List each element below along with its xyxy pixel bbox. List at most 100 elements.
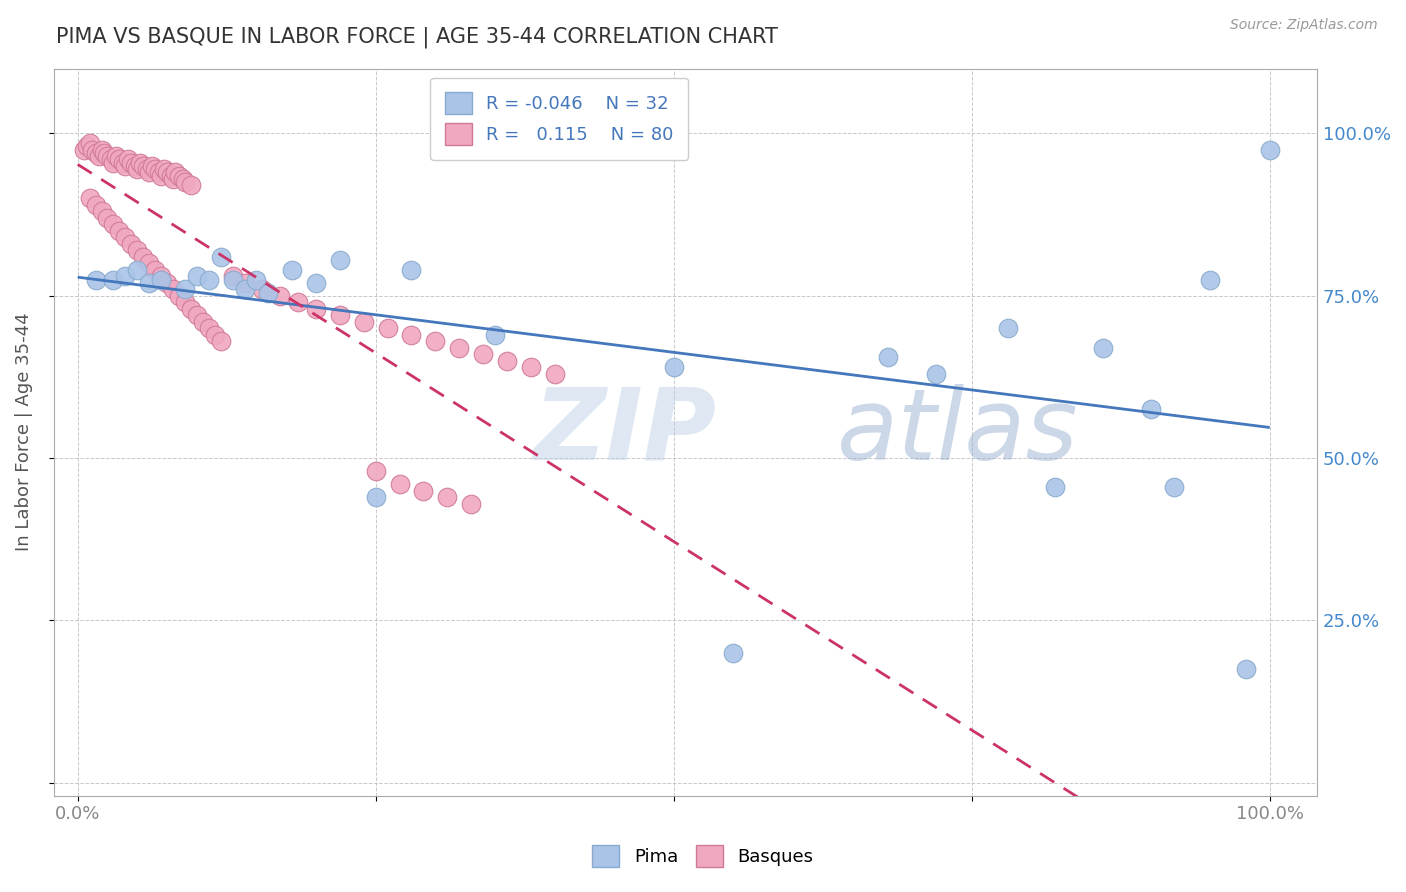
Point bbox=[111, 155, 134, 169]
Point bbox=[114, 269, 136, 284]
Point bbox=[233, 276, 256, 290]
Point bbox=[198, 272, 221, 286]
Point bbox=[472, 347, 495, 361]
Point bbox=[90, 204, 112, 219]
Point bbox=[180, 301, 202, 316]
Point bbox=[186, 269, 208, 284]
Point bbox=[150, 272, 173, 286]
Point bbox=[127, 262, 149, 277]
Point bbox=[353, 315, 375, 329]
Point bbox=[204, 327, 226, 342]
Point bbox=[198, 321, 221, 335]
Point bbox=[127, 244, 149, 258]
Point bbox=[84, 198, 107, 212]
Point bbox=[150, 269, 173, 284]
Point bbox=[174, 175, 197, 189]
Point bbox=[281, 262, 304, 277]
Point bbox=[1139, 402, 1161, 417]
Point bbox=[165, 165, 187, 179]
Text: PIMA VS BASQUE IN LABOR FORCE | AGE 35-44 CORRELATION CHART: PIMA VS BASQUE IN LABOR FORCE | AGE 35-4… bbox=[56, 27, 778, 48]
Point bbox=[104, 149, 127, 163]
Point bbox=[141, 159, 163, 173]
Point bbox=[96, 211, 118, 225]
Point bbox=[186, 308, 208, 322]
Text: atlas: atlas bbox=[837, 384, 1078, 481]
Point bbox=[252, 282, 274, 296]
Point bbox=[120, 155, 142, 169]
Point bbox=[305, 301, 328, 316]
Point bbox=[90, 143, 112, 157]
Point bbox=[877, 351, 900, 365]
Point bbox=[377, 321, 399, 335]
Point bbox=[96, 149, 118, 163]
Point bbox=[305, 276, 328, 290]
Point bbox=[364, 464, 387, 478]
Point bbox=[72, 143, 94, 157]
Point bbox=[89, 149, 111, 163]
Point bbox=[79, 191, 101, 205]
Point bbox=[156, 276, 179, 290]
Point bbox=[662, 360, 685, 375]
Point bbox=[997, 321, 1019, 335]
Point bbox=[143, 162, 166, 177]
Point bbox=[174, 295, 197, 310]
Point bbox=[723, 646, 745, 660]
Point bbox=[167, 169, 190, 183]
Point bbox=[329, 253, 352, 268]
Point bbox=[156, 165, 179, 179]
Point bbox=[135, 162, 157, 177]
Point bbox=[425, 334, 447, 349]
Point bbox=[329, 308, 352, 322]
Point bbox=[388, 477, 411, 491]
Point bbox=[1258, 143, 1281, 157]
Point bbox=[84, 272, 107, 286]
Point bbox=[495, 353, 517, 368]
Point bbox=[152, 162, 174, 177]
Point bbox=[543, 367, 565, 381]
Point bbox=[221, 272, 243, 286]
Point bbox=[80, 143, 103, 157]
Point bbox=[84, 145, 107, 160]
Point bbox=[103, 218, 125, 232]
Point bbox=[436, 490, 458, 504]
Point bbox=[401, 262, 423, 277]
Point bbox=[401, 327, 423, 342]
Point bbox=[143, 262, 166, 277]
Point bbox=[172, 172, 194, 186]
Point bbox=[114, 230, 136, 244]
Point bbox=[79, 136, 101, 151]
Point bbox=[245, 272, 267, 286]
Point bbox=[120, 236, 142, 251]
Point bbox=[484, 327, 506, 342]
Text: Source: ZipAtlas.com: Source: ZipAtlas.com bbox=[1230, 18, 1378, 32]
Point bbox=[174, 282, 197, 296]
Point bbox=[132, 159, 155, 173]
Point bbox=[103, 155, 125, 169]
Point bbox=[138, 256, 160, 270]
Point bbox=[162, 282, 184, 296]
Point bbox=[124, 159, 146, 173]
Point bbox=[180, 178, 202, 193]
Text: ZIP: ZIP bbox=[534, 384, 717, 481]
Point bbox=[209, 334, 232, 349]
Point bbox=[412, 483, 434, 498]
Point bbox=[1199, 272, 1222, 286]
Point bbox=[93, 145, 115, 160]
Point bbox=[191, 315, 214, 329]
Point bbox=[1234, 662, 1257, 676]
Point bbox=[108, 224, 131, 238]
Point bbox=[233, 282, 256, 296]
Y-axis label: In Labor Force | Age 35-44: In Labor Force | Age 35-44 bbox=[15, 313, 32, 551]
Point bbox=[1163, 480, 1185, 494]
Point bbox=[108, 153, 131, 167]
Legend: Pima, Basques: Pima, Basques bbox=[585, 838, 821, 874]
Point bbox=[114, 159, 136, 173]
Point bbox=[221, 269, 243, 284]
Point bbox=[257, 285, 280, 300]
Point bbox=[159, 169, 181, 183]
Point bbox=[148, 165, 170, 179]
Point bbox=[138, 276, 160, 290]
Point bbox=[128, 155, 150, 169]
Point bbox=[925, 367, 948, 381]
Point bbox=[167, 289, 190, 303]
